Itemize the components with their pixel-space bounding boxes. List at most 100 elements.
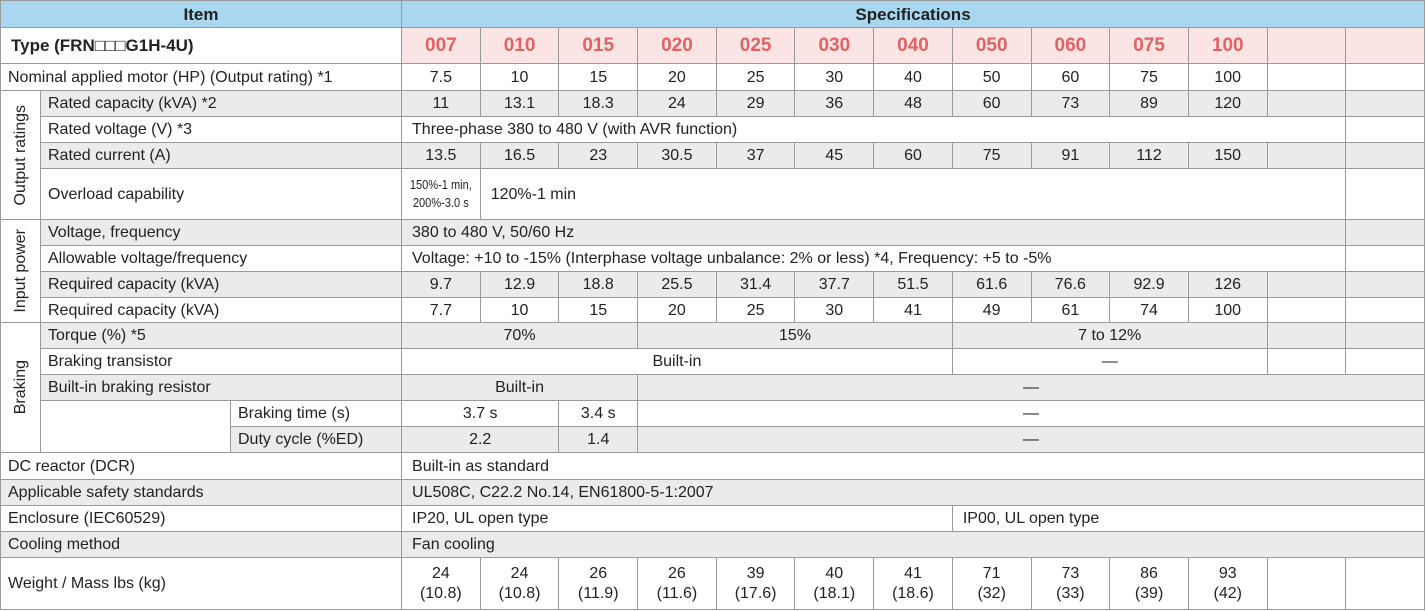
cell: 2.2 — [401, 426, 560, 453]
cell: 45 — [794, 142, 875, 169]
cell: 37 — [715, 142, 796, 169]
cell: Rated capacity (kVA) *2 — [39, 90, 403, 117]
cell: Overload capability — [39, 168, 403, 220]
weight-kg: (10.8) — [498, 584, 541, 602]
empty-cell — [1345, 27, 1426, 64]
table-row: DC reactor (DCR) Built-in as standard — [0, 452, 1426, 480]
cell: — — [951, 348, 1268, 375]
table-row: Rated voltage (V) *3 Three-phase 380 to 4… — [1, 116, 1426, 143]
weight-kg: (39) — [1134, 584, 1164, 602]
weight-kg: (18.1) — [813, 584, 856, 602]
weight-lbs: 24 — [431, 564, 450, 582]
table-row: Required capacity (kVA) 9.7 12.9 18.8 25.5 31… — [1, 271, 1426, 298]
cell: 040 — [873, 27, 953, 64]
cell: 7 to 12% — [951, 322, 1268, 349]
cell: 1.4 — [558, 426, 639, 453]
cell: Item — [0, 0, 403, 28]
cell: 11 — [401, 90, 481, 117]
cell: Torque (%) *5 — [39, 322, 403, 349]
cell: 30 — [794, 63, 875, 91]
table-row: Weight / Mass lbs (kg) 24 (10.8) 24 (10.8) 26… — [0, 557, 1426, 610]
cell: 24 (10.8) — [479, 557, 560, 610]
cell: IP20, UL open type — [401, 505, 953, 532]
table-row: Required capacity (kVA) 7.7 10 15 20 25 30 41 49… — [1, 297, 1426, 323]
weight-lbs: 93 — [1218, 564, 1237, 582]
table-row: Braking time (s) 3.7 s 3.4 s — — [1, 400, 1426, 453]
table-row: Applicable safety standards UL508C, C22.2… — [0, 479, 1426, 506]
cell: 20 — [637, 297, 717, 323]
weight-lbs: 26 — [668, 564, 686, 582]
cell: 31.4 — [715, 271, 796, 298]
cell: 41 — [873, 297, 953, 323]
cell: 70% — [401, 322, 639, 349]
cell: 41 (18.6) — [873, 557, 953, 610]
cell: 7.7 — [401, 297, 481, 323]
weight-lbs: 24 — [510, 564, 529, 582]
cell: 92.9 — [1109, 271, 1189, 298]
table-row: Item Specifications — [0, 0, 1426, 28]
cell: Fan cooling — [401, 531, 1426, 558]
table-row: Overload capability 150%-1 min, 200%-3.0 s… — [1, 168, 1426, 220]
cell: Duty cycle (%ED) — [229, 426, 403, 453]
cell: 015 — [558, 27, 639, 64]
empty-cell — [1345, 219, 1426, 246]
table-row: Type (FRN□□□G1H-4U) 007 010 015 020 025 030 040… — [0, 27, 1426, 64]
empty-cell — [1345, 297, 1426, 323]
weight-kg: (18.6) — [892, 584, 934, 602]
table-row: Built-in braking resistor Built-in — — [1, 374, 1426, 401]
cell: Braking transistor — [39, 348, 403, 375]
table-row: Output ratings Rated capacity (kVA) *2 11 1… — [0, 90, 1426, 220]
cell: 3.7 s — [401, 400, 560, 427]
cell: 075 — [1109, 27, 1189, 64]
cell: DC reactor (DCR) — [0, 452, 403, 480]
weight-lbs: 73 — [1061, 564, 1080, 582]
cell: 91 — [1030, 142, 1111, 169]
empty-cell — [1345, 322, 1426, 349]
weight-kg: (32) — [977, 584, 1006, 602]
weight-kg: (33) — [1056, 584, 1085, 602]
group-label: Output ratings — [0, 90, 41, 220]
table-row: Nominal applied motor (HP) (Output ratin… — [0, 63, 1426, 91]
cell: IP00, UL open type — [951, 505, 1426, 532]
cell: 60 — [873, 142, 953, 169]
empty-cell — [1266, 297, 1347, 323]
weight-lbs: 39 — [746, 564, 765, 582]
cell-line: 150%-1 min, — [409, 177, 472, 192]
empty-cell — [1266, 27, 1347, 64]
cell: Weight / Mass lbs (kg) — [0, 557, 403, 610]
cell: 10 — [479, 63, 560, 91]
group-label: Input power — [0, 219, 41, 323]
cell: Voltage: +10 to -15% (Interphase voltage… — [401, 245, 1347, 272]
cell: 010 — [479, 27, 560, 64]
empty-cell — [40, 400, 231, 453]
cell: Applicable safety standards — [0, 479, 403, 506]
cell: 61.6 — [951, 271, 1032, 298]
empty-cell — [1345, 348, 1426, 375]
cell: 100 — [1187, 27, 1268, 64]
cell: Built-in as standard — [401, 452, 1426, 480]
cell: 13.1 — [479, 90, 560, 117]
empty-cell — [1266, 90, 1347, 117]
cell: Voltage, frequency — [39, 219, 403, 246]
empty-cell — [1266, 348, 1347, 375]
cell: 380 to 480 V, 50/60 Hz — [401, 219, 1347, 246]
cell: 15 — [558, 297, 639, 323]
group-text: Output ratings — [12, 104, 29, 206]
cell: 93 (42) — [1187, 557, 1268, 610]
cell: 030 — [794, 27, 875, 64]
weight-lbs: 71 — [982, 564, 1001, 582]
weight-kg: (10.8) — [419, 584, 462, 602]
cell: 112 — [1109, 142, 1189, 169]
cell: Allowable voltage/frequency — [39, 245, 403, 272]
cell: 25 — [715, 63, 796, 91]
cell: 150%-1 min, 200%-3.0 s — [401, 168, 481, 220]
cell: UL508C, C22.2 No.14, EN61800-5-1:2007 — [401, 479, 1426, 506]
weight-lbs: 26 — [589, 564, 608, 582]
cell: 9.7 — [401, 271, 481, 298]
cell: — — [637, 374, 1426, 401]
cell: Enclosure (IEC60529) — [0, 505, 403, 532]
cell: Specifications — [401, 0, 1426, 28]
cell: Nominal applied motor (HP) (Output ratin… — [0, 63, 403, 91]
